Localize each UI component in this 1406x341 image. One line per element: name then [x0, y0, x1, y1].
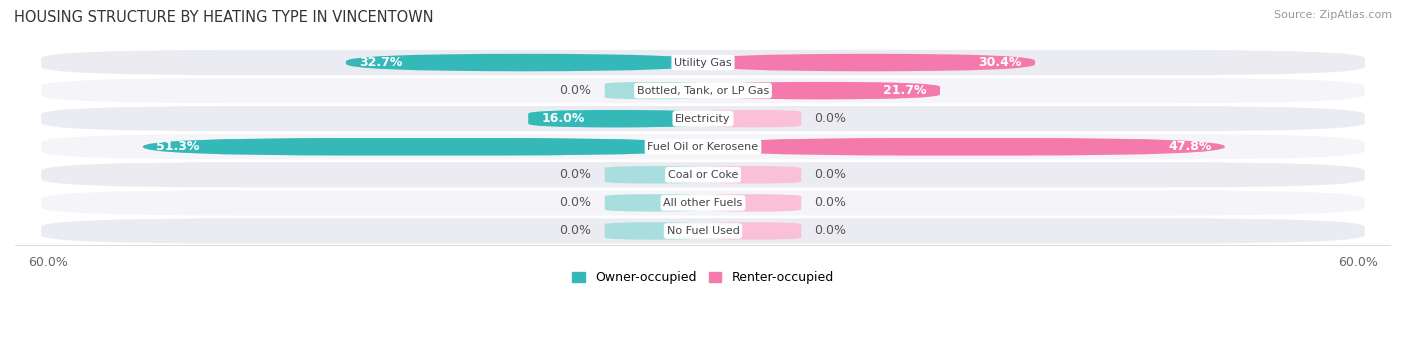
- Text: 0.0%: 0.0%: [560, 196, 592, 209]
- FancyBboxPatch shape: [703, 138, 1225, 155]
- Text: 0.0%: 0.0%: [560, 84, 592, 97]
- Text: 0.0%: 0.0%: [814, 168, 846, 181]
- Text: All other Fuels: All other Fuels: [664, 198, 742, 208]
- Text: 21.7%: 21.7%: [883, 84, 927, 97]
- FancyBboxPatch shape: [41, 106, 1365, 131]
- FancyBboxPatch shape: [346, 54, 703, 71]
- Text: 0.0%: 0.0%: [814, 196, 846, 209]
- Text: No Fuel Used: No Fuel Used: [666, 226, 740, 236]
- Legend: Owner-occupied, Renter-occupied: Owner-occupied, Renter-occupied: [568, 266, 838, 290]
- Text: Source: ZipAtlas.com: Source: ZipAtlas.com: [1274, 10, 1392, 20]
- Text: 32.7%: 32.7%: [359, 56, 402, 69]
- FancyBboxPatch shape: [41, 50, 1365, 75]
- FancyBboxPatch shape: [703, 138, 1225, 155]
- FancyBboxPatch shape: [143, 138, 703, 155]
- FancyBboxPatch shape: [605, 82, 703, 99]
- Text: 16.0%: 16.0%: [541, 112, 585, 125]
- Text: 0.0%: 0.0%: [814, 112, 846, 125]
- FancyBboxPatch shape: [605, 166, 703, 183]
- FancyBboxPatch shape: [41, 162, 1365, 188]
- Text: Bottled, Tank, or LP Gas: Bottled, Tank, or LP Gas: [637, 86, 769, 95]
- FancyBboxPatch shape: [605, 222, 703, 240]
- FancyBboxPatch shape: [346, 54, 703, 71]
- FancyBboxPatch shape: [703, 82, 941, 99]
- FancyBboxPatch shape: [529, 110, 703, 128]
- Text: Coal or Coke: Coal or Coke: [668, 170, 738, 180]
- Text: 0.0%: 0.0%: [560, 224, 592, 237]
- Text: 51.3%: 51.3%: [156, 140, 200, 153]
- FancyBboxPatch shape: [703, 54, 1035, 71]
- Text: 30.4%: 30.4%: [979, 56, 1022, 69]
- Text: 0.0%: 0.0%: [560, 168, 592, 181]
- FancyBboxPatch shape: [41, 190, 1365, 216]
- Text: 47.8%: 47.8%: [1168, 140, 1212, 153]
- Text: Utility Gas: Utility Gas: [675, 58, 731, 68]
- Text: 0.0%: 0.0%: [814, 224, 846, 237]
- FancyBboxPatch shape: [703, 222, 801, 240]
- FancyBboxPatch shape: [41, 78, 1365, 103]
- FancyBboxPatch shape: [703, 166, 801, 183]
- FancyBboxPatch shape: [529, 110, 703, 128]
- FancyBboxPatch shape: [143, 138, 703, 155]
- Text: Electricity: Electricity: [675, 114, 731, 124]
- Text: HOUSING STRUCTURE BY HEATING TYPE IN VINCENTOWN: HOUSING STRUCTURE BY HEATING TYPE IN VIN…: [14, 10, 433, 25]
- FancyBboxPatch shape: [41, 134, 1365, 159]
- FancyBboxPatch shape: [41, 218, 1365, 243]
- FancyBboxPatch shape: [703, 54, 1035, 71]
- Text: Fuel Oil or Kerosene: Fuel Oil or Kerosene: [647, 142, 759, 152]
- FancyBboxPatch shape: [605, 194, 703, 212]
- FancyBboxPatch shape: [703, 194, 801, 212]
- FancyBboxPatch shape: [703, 110, 801, 128]
- FancyBboxPatch shape: [703, 82, 941, 99]
